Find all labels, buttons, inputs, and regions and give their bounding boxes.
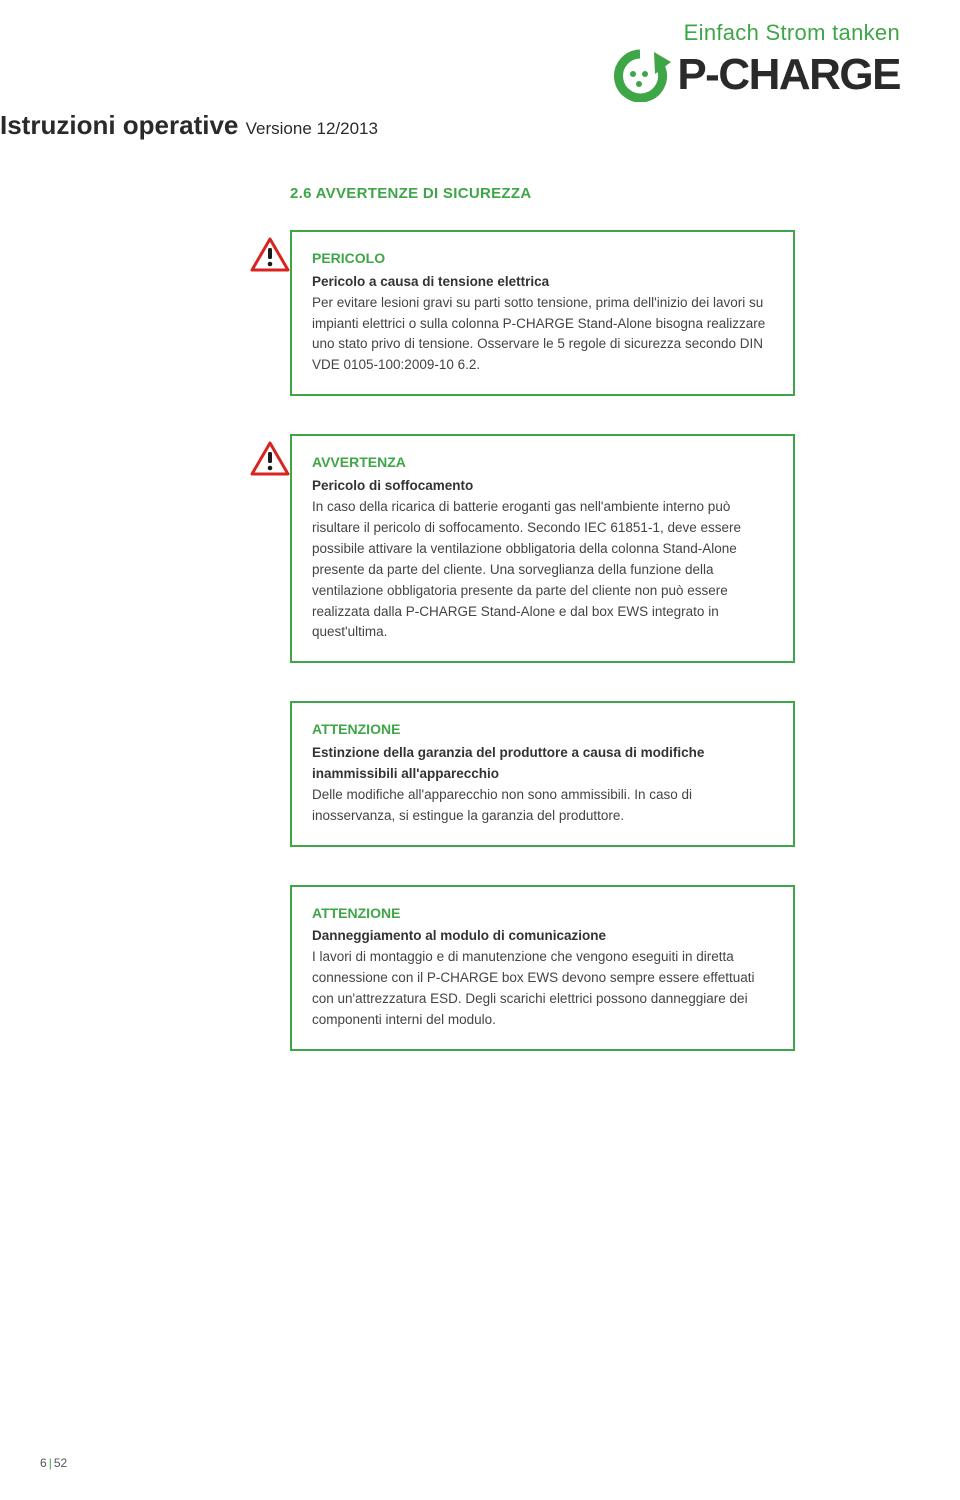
- doc-version: Versione 12/2013: [246, 119, 378, 138]
- notice-box: AVVERTENZA Pericolo di soffocamento In cas…: [290, 434, 795, 663]
- page-content: 2.6 AVVERTENZE DI SICUREZZA PERICOLO Peri…: [290, 130, 795, 1051]
- warning-triangle-icon: [250, 441, 290, 477]
- notice-body: Delle modifiche all'apparecchio non sono…: [312, 787, 692, 823]
- brand-logo-row: P-CHARGE: [609, 48, 900, 102]
- notice-list: PERICOLO Pericolo a causa di tensione ele…: [290, 230, 795, 1051]
- notice-body: Per evitare lesioni gravi su parti sotto…: [312, 295, 765, 373]
- section-heading: 2.6 AVVERTENZE DI SICUREZZA: [290, 185, 795, 202]
- notice-body: In caso della ricarica di batterie eroga…: [312, 499, 741, 640]
- brand-tagline: Einfach Strom tanken: [609, 20, 900, 46]
- doc-title-text: Istruzioni operative: [0, 110, 238, 140]
- page-total: 52: [54, 1456, 67, 1470]
- page-header: Istruzioni operative Versione 12/2013 Ei…: [0, 0, 960, 130]
- document-title: Istruzioni operative Versione 12/2013: [0, 110, 378, 141]
- notice-subheading: Pericolo a causa di tensione elettrica: [312, 274, 549, 289]
- notice-box: ATTENZIONE Danneggiamento al modulo di co…: [290, 885, 795, 1051]
- notice-subheading: Pericolo di soffocamento: [312, 478, 473, 493]
- page-separator: |: [47, 1456, 54, 1470]
- brand-name: P-CHARGE: [677, 53, 900, 97]
- notice-label: PERICOLO: [312, 248, 773, 270]
- page-number: 6: [40, 1456, 47, 1470]
- notice-label: AVVERTENZA: [312, 452, 773, 474]
- brand-logo-block: Einfach Strom tanken P-CHARGE: [609, 20, 900, 102]
- notice-box: ATTENZIONE Estinzione della garanzia del …: [290, 701, 795, 846]
- notice-label: ATTENZIONE: [312, 719, 773, 741]
- notice-label: ATTENZIONE: [312, 903, 773, 925]
- warning-triangle-icon: [250, 237, 290, 273]
- plug-arrow-icon: [609, 48, 671, 102]
- notice-subheading: Danneggiamento al modulo di comunicazion…: [312, 928, 606, 943]
- page-footer: 6|52: [40, 1456, 67, 1470]
- notice-body: I lavori di montaggio e di manutenzione …: [312, 949, 754, 1027]
- notice-box: PERICOLO Pericolo a causa di tensione ele…: [290, 230, 795, 396]
- notice-subheading: Estinzione della garanzia del produttore…: [312, 745, 704, 781]
